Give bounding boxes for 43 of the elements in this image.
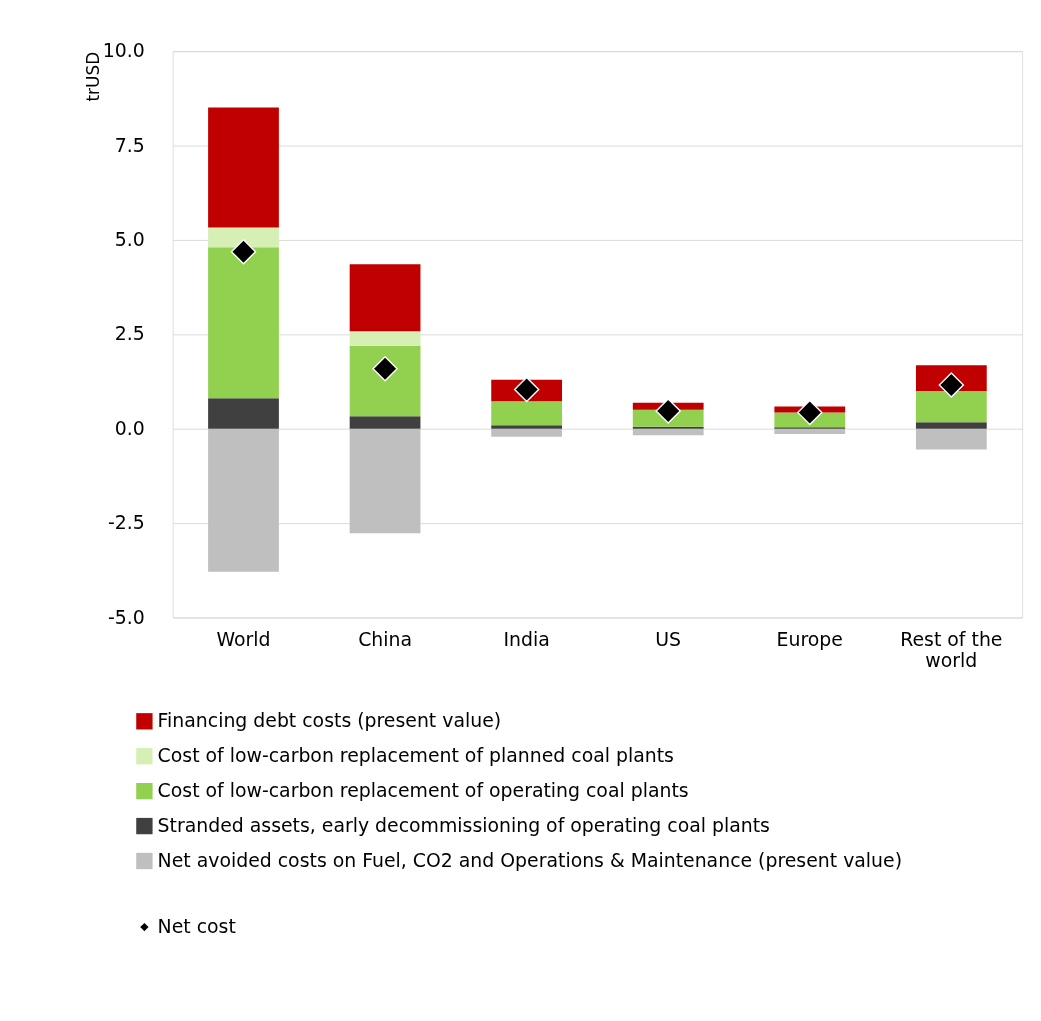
legend-label: Financing debt costs (present value) — [157, 708, 502, 731]
y-tick-label: -5.0 — [108, 605, 145, 628]
legend-label: Net avoided costs on Fuel, CO2 and Operations & Maintenance (present value) — [157, 848, 903, 871]
bar — [915, 390, 987, 423]
x-tick-label: India — [503, 628, 550, 651]
y-tick-label: -2.5 — [108, 511, 145, 534]
bar — [208, 428, 279, 572]
y-tick-label: 7.5 — [114, 133, 145, 156]
bar — [774, 428, 846, 435]
point — [513, 376, 540, 403]
bar — [915, 428, 987, 450]
x-tick-label: World — [216, 628, 271, 651]
point — [230, 238, 257, 265]
legend-label: Net cost — [157, 914, 236, 937]
x-tick-label: US — [655, 628, 682, 651]
point — [938, 372, 965, 398]
legend-label: Cost of low-carbon replacement of planned coal plants — [157, 743, 674, 766]
y-tick-label: 0.0 — [114, 416, 145, 439]
bar — [349, 428, 421, 534]
y-tick-label: 2.5 — [114, 322, 145, 345]
bar — [349, 264, 421, 332]
x-tick-label: Europe — [776, 628, 843, 651]
point — [797, 399, 823, 426]
legend-label: Cost of low-carbon replacement of operating coal plants — [157, 778, 689, 801]
point — [655, 398, 681, 424]
bar — [208, 398, 279, 429]
bar — [349, 331, 421, 346]
bar — [208, 227, 279, 248]
y-tick-label: 5.0 — [114, 228, 145, 251]
bar — [491, 428, 563, 437]
y-axis-title: trUSD — [82, 51, 103, 102]
legend-label: Stranded assets, early decommissioning of operating coal plants — [157, 813, 770, 836]
bar — [632, 428, 704, 436]
bar — [491, 425, 563, 429]
bar — [491, 401, 563, 426]
bar — [208, 107, 279, 228]
bar — [915, 422, 987, 429]
y-tick-label: 10.0 — [102, 39, 145, 62]
bar — [208, 247, 279, 399]
x-tick-label: China — [358, 628, 412, 651]
x-tick-label: Rest of the world — [900, 628, 1003, 672]
bar — [349, 345, 421, 417]
bar — [349, 416, 421, 429]
